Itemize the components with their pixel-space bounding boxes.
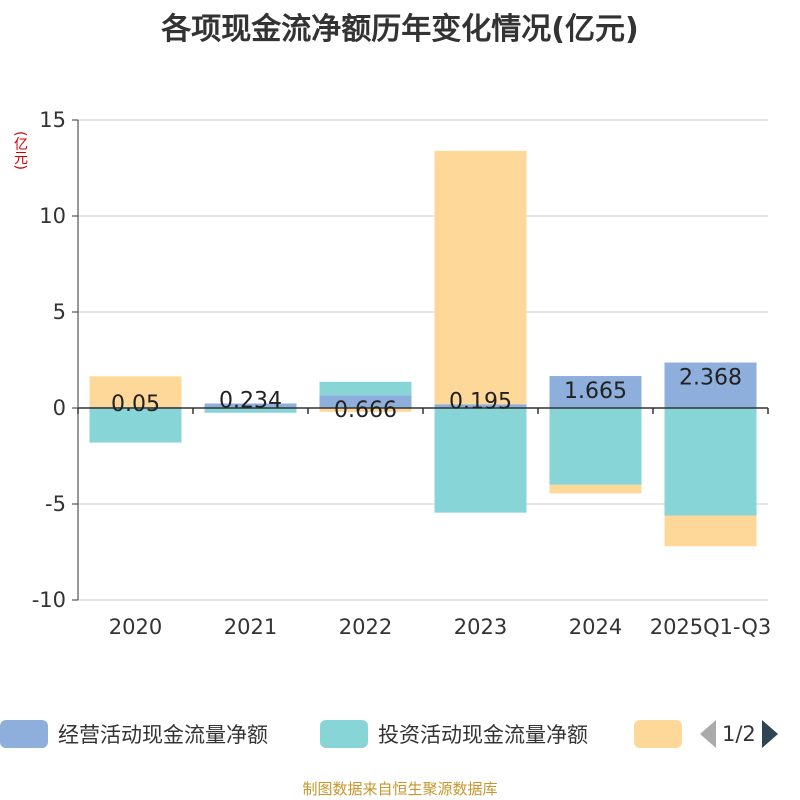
y-tick-label: 5 [53, 300, 66, 324]
bar-financing [664, 515, 757, 547]
bar-operating [204, 403, 297, 408]
x-tick-label: 2022 [339, 615, 392, 639]
y-axis-unit-label: (亿元) [12, 130, 28, 170]
x-tick-label: 2025Q1-Q3 [650, 615, 772, 639]
bar-investing [664, 408, 757, 516]
prev-page-icon[interactable] [700, 720, 716, 748]
bar-operating [434, 404, 527, 408]
next-page-icon[interactable] [761, 720, 778, 748]
legend-page-indicator: 1/2 [722, 722, 756, 746]
data-label: 0.666 [334, 398, 397, 423]
chart-canvas: 15 10 5 0 -5 -10 0.05 0.234 0.666 0.195 1.665 2.368… [32, 108, 772, 639]
x-tick-label: 2023 [454, 615, 507, 639]
data-label: 0.234 [219, 389, 282, 414]
data-label: 2.368 [679, 366, 742, 391]
bar-financing [319, 408, 412, 412]
bar-investing [549, 408, 642, 485]
bar-financing [549, 484, 642, 494]
legend-swatch-financing [634, 720, 682, 748]
data-label: 0.05 [111, 392, 160, 417]
y-tick-label: -10 [32, 588, 66, 612]
y-tick-label: -5 [45, 492, 66, 516]
legend-item-financing[interactable] [634, 714, 682, 754]
bar-operating [549, 376, 642, 408]
data-label: 0.195 [449, 389, 512, 414]
bar-operating [319, 395, 412, 408]
y-tick-label: 10 [39, 204, 66, 228]
legend-label-operating: 经营活动现金流量净额 [58, 723, 268, 747]
bar-investing [89, 408, 182, 443]
bar-financing [434, 150, 527, 405]
bar-investing [319, 381, 412, 396]
y-tick-label: 0 [53, 396, 66, 420]
y-tick-label: 15 [39, 108, 66, 132]
bar-investing [434, 408, 527, 513]
legend-item-investing[interactable]: 投资活动现金流量净额 [320, 714, 588, 754]
legend-item-operating[interactable]: 经营活动现金流量净额 [0, 714, 268, 754]
legend-swatch-investing [320, 720, 368, 748]
legend-pager: 1/2 [700, 714, 800, 754]
x-tick-label: 2024 [569, 615, 622, 639]
bar-operating [664, 362, 757, 408]
bar-financing [89, 376, 182, 408]
data-label: 1.665 [564, 379, 627, 404]
x-tick-label: 2021 [224, 615, 277, 639]
legend-swatch-operating [0, 720, 48, 748]
legend: 经营活动现金流量净额 投资活动现金流量净额 [0, 714, 800, 754]
legend-label-investing: 投资活动现金流量净额 [378, 723, 588, 747]
x-tick-label: 2020 [109, 615, 162, 639]
data-source-note: 制图数据来自恒生聚源数据库 [302, 780, 498, 798]
bar-investing [204, 408, 297, 413]
chart-title: 各项现金流净额历年变化情况(亿元) [161, 12, 639, 47]
